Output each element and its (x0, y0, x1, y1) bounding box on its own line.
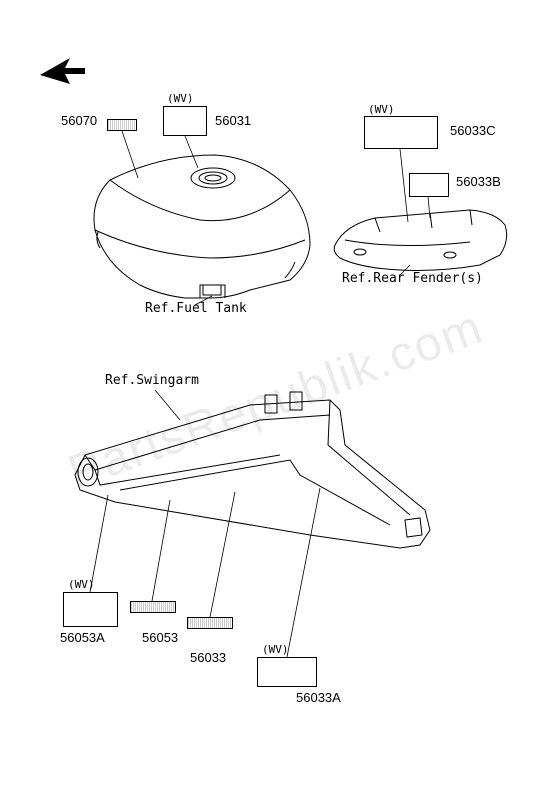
parts-diagram: PartsRepublik.com (0, 0, 551, 800)
callout-56053: 56053 (142, 630, 178, 645)
wv-label-56031: (WV) (167, 92, 194, 105)
callout-56031: 56031 (215, 113, 251, 128)
label-box-56031 (163, 106, 207, 136)
label-box-56053a (63, 592, 118, 627)
ref-swingarm: Ref.Swingarm (105, 373, 199, 388)
fuel-tank-drawing (94, 155, 310, 298)
callout-56033a: 56033A (296, 690, 341, 705)
label-box-56033a (257, 657, 317, 687)
ref-rear-fender: Ref.Rear Fender(s) (342, 271, 483, 286)
callout-56053a: 56053A (60, 630, 105, 645)
callout-56033: 56033 (190, 650, 226, 665)
arrow-icon (40, 58, 85, 84)
label-box-56033b (409, 173, 449, 197)
wv-label-56033a: (WV) (262, 643, 289, 656)
callout-56033b: 56033B (456, 174, 501, 189)
wv-label-56053a: (WV) (68, 578, 95, 591)
label-box-56033c (364, 116, 438, 149)
wv-label-56033c: (WV) (368, 103, 395, 116)
ref-fuel-tank: Ref.Fuel Tank (145, 301, 247, 316)
callout-56033c: 56033C (450, 123, 496, 138)
label-box-56033 (187, 617, 233, 629)
swingarm-drawing (75, 392, 430, 548)
label-box-56053 (130, 601, 176, 613)
label-box-56070 (107, 119, 137, 131)
callout-56070: 56070 (61, 113, 97, 128)
rear-fender-drawing (334, 210, 506, 270)
